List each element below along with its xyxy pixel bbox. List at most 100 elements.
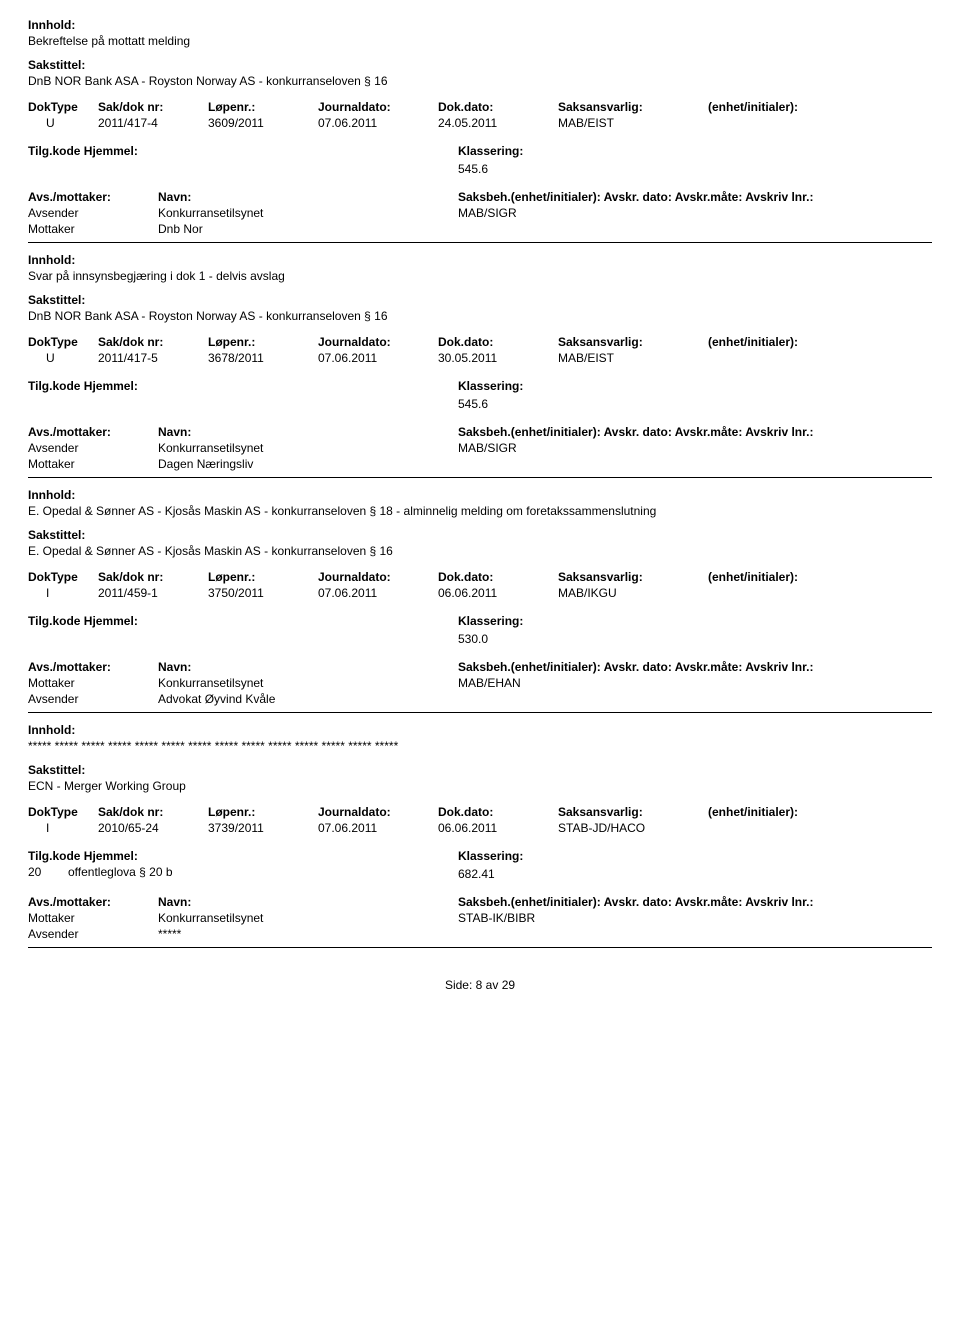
sakstittel-text: DnB NOR Bank ASA - Royston Norway AS - k… [28,309,932,323]
party-code: MAB/EHAN [458,676,932,690]
innhold-text: Bekreftelse på mottatt melding [28,34,932,48]
journal-record: Innhold: E. Opedal & Sønner AS - Kjosås … [28,488,932,713]
col-journaldato: Journaldato: [318,570,438,584]
val-enhet [708,351,932,365]
col-doktype: DokType [28,805,98,819]
val-saksansvarlig: MAB/EIST [558,116,708,130]
klassering-label: Klassering: [458,144,932,158]
val-journaldato: 07.06.2011 [318,586,438,600]
footer-av: av [486,978,499,992]
party-name: Konkurransetilsynet [158,911,458,925]
col-sakdok: Sak/dok nr: [98,100,208,114]
tilg-klass-values: 530.0 [28,630,932,646]
party-code [458,692,932,706]
innhold-text: Svar på innsynsbegjæring i dok 1 - delvi… [28,269,932,283]
val-lopenr: 3678/2011 [208,351,318,365]
navn-label: Navn: [158,425,191,439]
val-dokdato: 06.06.2011 [438,821,558,835]
col-sakdok: Sak/dok nr: [98,570,208,584]
col-dokdato: Dok.dato: [438,570,558,584]
navn-label: Navn: [158,895,191,909]
col-enhet: (enhet/initialer): [708,570,932,584]
col-saksansvarlig: Saksansvarlig: [558,100,708,114]
col-journaldato: Journaldato: [318,805,438,819]
val-lopenr: 3739/2011 [208,821,318,835]
party-row: Avsender Advokat Øyvind Kvåle [28,692,932,706]
navn-label: Navn: [158,190,191,204]
col-doktype: DokType [28,100,98,114]
val-journaldato: 07.06.2011 [318,116,438,130]
avsmottaker-label: Avs./mottaker: [28,190,158,204]
val-sakdok: 2011/459-1 [98,586,208,600]
val-doktype: U [28,351,98,365]
avs-header-row: Avs./mottaker: Navn: Saksbeh.(enhet/init… [28,895,932,909]
footer-page: 8 [476,978,483,992]
tilgcode-value [28,160,68,176]
journal-record: Innhold: Svar på innsynsbegjæring i dok … [28,253,932,478]
navn-label: Navn: [158,660,191,674]
val-saksansvarlig: MAB/IKGU [558,586,708,600]
party-row: Mottaker Dnb Nor [28,222,932,236]
col-lopenr: Løpenr.: [208,100,318,114]
tilg-klass-row: Tilg.kode Hjemmel: Klassering: [28,379,932,393]
col-journaldato: Journaldato: [318,100,438,114]
tilgkode-label: Tilg.kode [28,379,80,393]
col-doktype: DokType [28,335,98,349]
sakstittel-text: E. Opedal & Sønner AS - Kjosås Maskin AS… [28,544,932,558]
col-saksansvarlig: Saksansvarlig: [558,570,708,584]
col-enhet: (enhet/initialer): [708,100,932,114]
val-journaldato: 07.06.2011 [318,351,438,365]
party-role: Avsender [28,206,158,220]
journal-record: Innhold: Bekreftelse på mottatt melding … [28,18,932,243]
val-lopenr: 3750/2011 [208,586,318,600]
klassering-value: 545.6 [458,397,932,411]
party-name: Konkurransetilsynet [158,206,458,220]
avsmottaker-label: Avs./mottaker: [28,895,158,909]
innhold-label: Innhold: [28,723,932,737]
val-enhet [708,586,932,600]
tilg-klass-values: 545.6 [28,395,932,411]
party-code: MAB/SIGR [458,206,932,220]
avsmottaker-label: Avs./mottaker: [28,425,158,439]
saksbeh-label: Saksbeh.(enhet/initialer): Avskr. dato: … [458,190,932,204]
record-divider [28,947,932,948]
sakstittel-label: Sakstittel: [28,528,932,542]
avs-header-row: Avs./mottaker: Navn: Saksbeh.(enhet/init… [28,190,932,204]
val-sakdok: 2011/417-5 [98,351,208,365]
tilg-klass-values: 20 offentleglova § 20 b 682.41 [28,865,932,881]
val-sakdok: 2011/417-4 [98,116,208,130]
klassering-label: Klassering: [458,849,932,863]
meta-data-row: I 2010/65-24 3739/2011 07.06.2011 06.06.… [28,821,932,835]
val-dokdato: 24.05.2011 [438,116,558,130]
record-divider [28,242,932,243]
party-row: Avsender ***** [28,927,932,941]
meta-data-row: U 2011/417-5 3678/2011 07.06.2011 30.05.… [28,351,932,365]
val-journaldato: 07.06.2011 [318,821,438,835]
party-role: Avsender [28,441,158,455]
innhold-label: Innhold: [28,253,932,267]
col-dokdato: Dok.dato: [438,335,558,349]
party-row: Avsender Konkurransetilsynet MAB/SIGR [28,441,932,455]
meta-header-row: DokType Sak/dok nr: Løpenr.: Journaldato… [28,100,932,114]
party-name: Advokat Øyvind Kvåle [158,692,458,706]
col-saksansvarlig: Saksansvarlig: [558,805,708,819]
meta-data-row: U 2011/417-4 3609/2011 07.06.2011 24.05.… [28,116,932,130]
col-lopenr: Løpenr.: [208,805,318,819]
innhold-text: E. Opedal & Sønner AS - Kjosås Maskin AS… [28,504,932,518]
val-doktype: U [28,116,98,130]
hjemmel-label: Hjemmel: [84,849,138,863]
party-name: Dnb Nor [158,222,458,236]
val-lopenr: 3609/2011 [208,116,318,130]
party-row: Avsender Konkurransetilsynet MAB/SIGR [28,206,932,220]
hjemmel-label: Hjemmel: [84,379,138,393]
val-saksansvarlig: MAB/EIST [558,351,708,365]
hjemmel-label: Hjemmel: [84,614,138,628]
party-code: STAB-IK/BIBR [458,911,932,925]
klassering-label: Klassering: [458,614,932,628]
avs-header-row: Avs./mottaker: Navn: Saksbeh.(enhet/init… [28,660,932,674]
innhold-label: Innhold: [28,18,932,32]
tilgkode-label: Tilg.kode [28,614,80,628]
party-row: Mottaker Konkurransetilsynet MAB/EHAN [28,676,932,690]
col-lopenr: Løpenr.: [208,570,318,584]
val-sakdok: 2010/65-24 [98,821,208,835]
